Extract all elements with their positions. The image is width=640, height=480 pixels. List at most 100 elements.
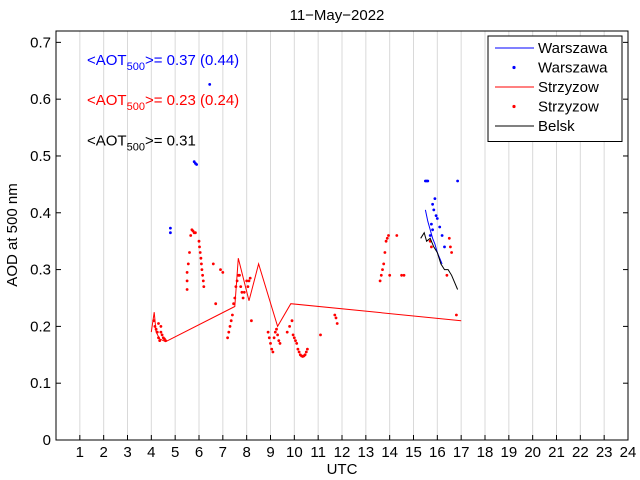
data-point: [245, 279, 249, 283]
data-point: [270, 347, 274, 351]
data-point: [158, 339, 162, 342]
data-point: [194, 231, 197, 235]
data-point: [455, 313, 458, 317]
data-point: [157, 336, 160, 340]
x-tick-label: 10: [286, 444, 303, 461]
data-point: [214, 302, 218, 306]
data-point: [169, 226, 172, 230]
data-point: [296, 347, 300, 351]
data-point: [240, 290, 244, 294]
x-axis-label: UTC: [327, 461, 358, 478]
data-point: [383, 251, 387, 254]
aot-subscript: 500: [127, 142, 145, 154]
data-point: [186, 262, 190, 266]
data-point: [239, 285, 243, 288]
data-point: [188, 251, 191, 254]
data-point: [447, 236, 451, 240]
data-point: [266, 330, 270, 334]
data-point: [431, 202, 434, 206]
aot-subscript: 500: [127, 61, 145, 73]
legend-label: Strzyzow: [538, 99, 599, 116]
y-axis: 0 0.1 0.2 0.3 0.4 0.5 0.6 0.7: [30, 34, 628, 449]
data-point: [445, 273, 449, 277]
series-layer: [150, 83, 462, 358]
x-tick-label: 17: [453, 444, 470, 461]
data-point: [450, 251, 453, 254]
x-tick-label: 4: [147, 444, 155, 461]
x-tick-label: 12: [334, 444, 351, 461]
legend-label: Warszawa: [538, 40, 608, 57]
data-point: [155, 330, 159, 334]
data-point: [303, 353, 307, 357]
data-point: [387, 234, 390, 237]
data-point: [235, 279, 239, 283]
data-point: [435, 217, 439, 220]
y-tick-label: 0.4: [30, 205, 51, 222]
data-point: [388, 273, 392, 277]
y-tick-label: 0.5: [30, 148, 51, 165]
data-point: [378, 279, 382, 283]
x-tick-label: 16: [429, 444, 446, 461]
data-point: [395, 234, 399, 237]
legend-point-swatch: [512, 104, 516, 109]
data-point: [250, 319, 253, 323]
data-point: [434, 214, 438, 218]
x-tick-label: 23: [596, 444, 613, 461]
data-point: [290, 319, 294, 323]
x-tick-label: 11: [310, 444, 326, 461]
aot-prefix: <AOT: [87, 92, 127, 109]
aot-annotation: <AOT500>= 0.23 (0.24): [87, 92, 239, 113]
data-point: [241, 296, 245, 300]
data-point: [273, 330, 277, 334]
data-point: [233, 296, 237, 300]
x-tick-label: 24: [620, 444, 637, 461]
data-point: [334, 316, 338, 320]
x-tick-label: 5: [171, 444, 179, 461]
data-point: [275, 327, 278, 331]
data-point: [306, 347, 309, 351]
data-point: [400, 273, 403, 277]
x-tick-label: 1: [76, 444, 84, 461]
data-point: [202, 285, 206, 288]
aot-annotation: <AOT500>= 0.31: [87, 133, 196, 154]
data-point: [288, 325, 291, 328]
data-point: [294, 339, 297, 342]
data-point: [198, 251, 202, 254]
data-point: [228, 325, 232, 328]
data-point: [379, 273, 383, 277]
data-point: [200, 268, 204, 271]
data-point: [189, 234, 193, 237]
data-point: [269, 342, 272, 345]
x-tick-label: 19: [500, 444, 517, 461]
data-point: [152, 319, 156, 323]
legend-label: Belsk: [538, 118, 575, 135]
data-point: [267, 336, 271, 340]
aot-subscript: 500: [127, 101, 145, 113]
series-points-warszawa: [169, 83, 459, 249]
data-point: [430, 222, 433, 226]
legend-label: Strzyzow: [538, 79, 599, 96]
x-tick-label: 8: [242, 444, 250, 461]
legend: Warszawa Warszawa Strzyzow Strzyzow Belsk: [487, 35, 623, 142]
data-point: [200, 262, 203, 266]
data-point: [333, 313, 337, 317]
legend-point-swatch: [512, 65, 516, 70]
data-point: [384, 239, 388, 243]
data-point: [456, 179, 459, 183]
data-point: [431, 228, 434, 232]
data-point: [234, 285, 238, 288]
data-point: [201, 279, 205, 283]
data-point: [402, 273, 406, 277]
data-point: [430, 245, 433, 249]
data-point: [160, 333, 164, 337]
x-axis: 1 2 3 4 5 6 7 8 9 10 11 12 13 14 15 16 17 18 19 20 21 22 23 24: [76, 435, 637, 461]
x-tick-label: 20: [524, 444, 541, 461]
data-point: [304, 350, 308, 354]
y-tick-label: 0.2: [30, 318, 51, 335]
data-point: [432, 208, 436, 212]
data-point: [242, 290, 246, 294]
data-point: [219, 268, 222, 271]
data-point: [208, 83, 212, 86]
x-tick-label: 22: [572, 444, 589, 461]
